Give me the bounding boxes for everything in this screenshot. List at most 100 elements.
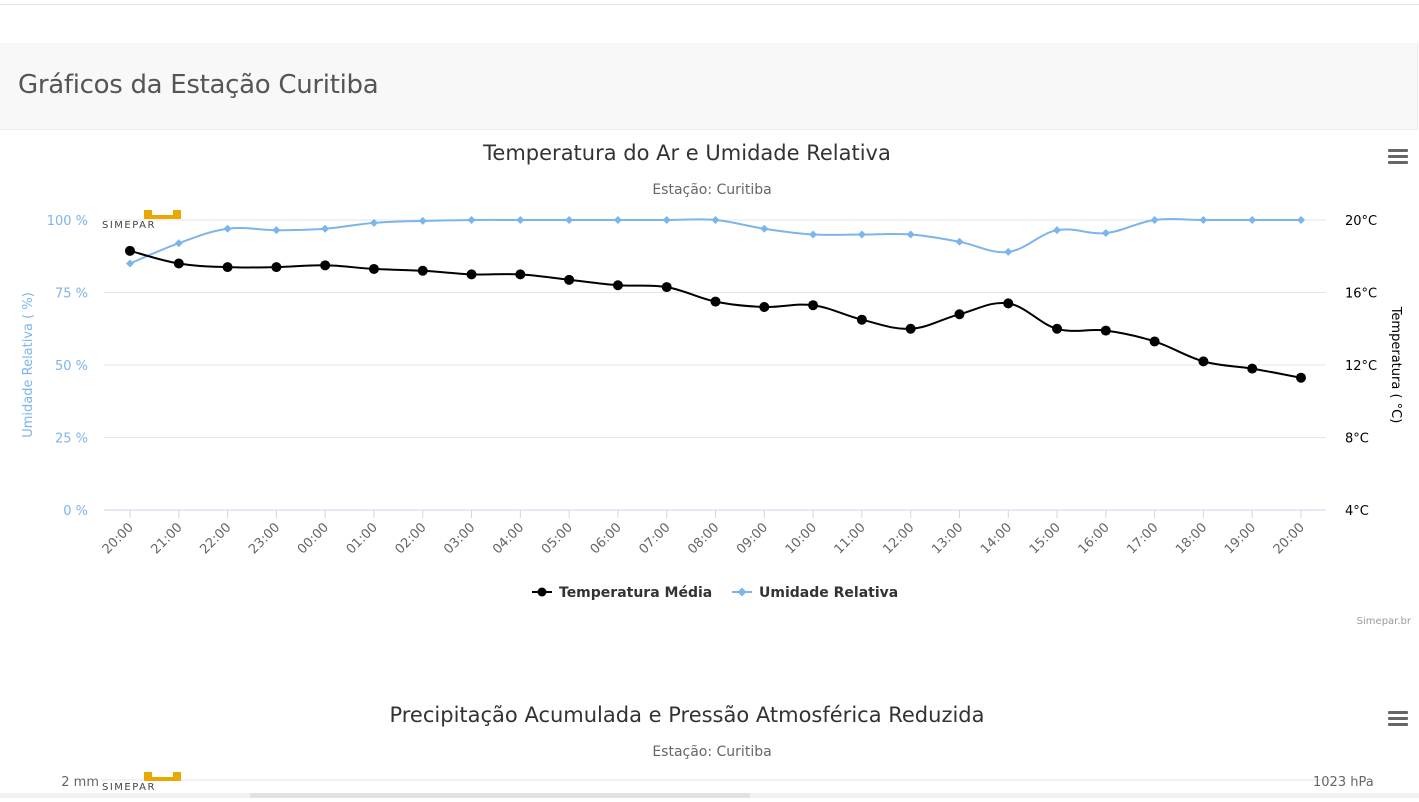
chart-subtitle: Estação: Curitiba xyxy=(652,744,771,760)
legend: Temperatura Média Umidade Relativa xyxy=(532,585,898,601)
temperature-point[interactable] xyxy=(125,245,135,256)
temperature-point[interactable] xyxy=(808,300,819,311)
humidity-point[interactable] xyxy=(1150,216,1159,224)
horizontal-scrollbar[interactable] xyxy=(0,793,1419,798)
chart-title: Precipitação Acumulada e Pressão Atmosfé… xyxy=(389,703,984,727)
humidity-point[interactable] xyxy=(467,216,476,224)
legend-label-umidade: Umidade Relativa xyxy=(759,585,898,601)
temperature-point[interactable] xyxy=(1052,323,1063,334)
page-title: Gráficos da Estação Curitiba xyxy=(18,70,379,100)
x-axis-tick: 04:00 xyxy=(490,520,527,557)
temperature-point[interactable] xyxy=(905,323,916,334)
humidity-point[interactable] xyxy=(955,237,964,246)
precipitation-pressure-chart: Precipitação Acumulada e Pressão Atmosfé… xyxy=(0,692,1419,798)
humidity-point[interactable] xyxy=(906,230,915,239)
temperature-point[interactable] xyxy=(368,263,379,274)
x-axis-tick: 21:00 xyxy=(149,520,186,557)
humidity-point[interactable] xyxy=(1248,216,1257,224)
left-axis-labels: 0 % 25 % 50 % 75 % 100 % xyxy=(47,214,88,519)
x-axis-tick: 03:00 xyxy=(441,520,478,557)
legend-item-umidade[interactable]: Umidade Relativa xyxy=(732,585,898,601)
x-axis-tick: 09:00 xyxy=(734,520,771,557)
chart-svg-2: Precipitação Acumulada e Pressão Atmosfé… xyxy=(61,703,1412,793)
left-axis-title: Umidade Relativa ( %) xyxy=(21,292,36,438)
temperature-point[interactable] xyxy=(1247,363,1258,374)
humidity-point[interactable] xyxy=(760,224,769,233)
temperature-point[interactable] xyxy=(661,282,672,293)
temperature-point[interactable] xyxy=(271,262,282,273)
humidity-point[interactable] xyxy=(1199,216,1208,224)
humidity-point[interactable] xyxy=(126,259,134,268)
page-header: Gráficos da Estação Curitiba xyxy=(0,43,1418,130)
humidity-point[interactable] xyxy=(711,216,720,224)
temperature-point[interactable] xyxy=(759,302,770,312)
x-axis-tick: 01:00 xyxy=(344,520,381,557)
scrollbar-thumb[interactable] xyxy=(250,793,750,798)
right-axis-tick: 12°C xyxy=(1345,359,1377,374)
x-axis-tick: 13:00 xyxy=(929,520,966,557)
gridlines xyxy=(104,219,1326,511)
humidity-point[interactable] xyxy=(662,216,671,224)
x-axis-tick: 11:00 xyxy=(832,520,869,557)
chart-svg: Temperatura do Ar e Umidade Relativa Est… xyxy=(21,141,1412,627)
series-temperatura xyxy=(125,245,1306,383)
chart-credits[interactable]: Simepar.br xyxy=(1357,616,1412,627)
humidity-point[interactable] xyxy=(613,216,622,224)
humidity-point[interactable] xyxy=(418,216,427,225)
simepar-logo: SIMEPAR xyxy=(102,772,181,793)
temperature-point[interactable] xyxy=(1003,298,1014,309)
humidity-point[interactable] xyxy=(565,216,574,224)
temperature-point[interactable] xyxy=(710,296,721,307)
legend-marker-circle xyxy=(537,587,547,597)
temperature-point[interactable] xyxy=(856,314,867,325)
humidity-point[interactable] xyxy=(857,230,866,239)
hamburger-menu-icon[interactable] xyxy=(1384,709,1412,729)
logo-text: SIMEPAR xyxy=(102,782,156,793)
x-axis-tick: 05:00 xyxy=(539,520,576,557)
temperature-point[interactable] xyxy=(222,262,233,273)
humidity-point[interactable] xyxy=(174,239,183,248)
humidity-point[interactable] xyxy=(321,224,330,233)
left-axis-tick: 50 % xyxy=(55,359,88,374)
humidity-point[interactable] xyxy=(223,224,232,233)
series-group xyxy=(125,216,1306,383)
x-axis-tick: 15:00 xyxy=(1027,520,1064,557)
temperature-point[interactable] xyxy=(612,280,623,291)
right-axis-labels: 4°C 8°C 12°C 16°C 20°C xyxy=(1345,214,1377,519)
temperature-point[interactable] xyxy=(564,274,575,285)
temperature-point[interactable] xyxy=(515,269,526,280)
x-axis-tick: 06:00 xyxy=(588,520,625,557)
temperature-point[interactable] xyxy=(954,309,965,320)
x-axis-tick: 14:00 xyxy=(978,520,1015,557)
humidity-point[interactable] xyxy=(809,230,818,239)
chart-subtitle: Estação: Curitiba xyxy=(652,182,771,198)
temperature-point[interactable] xyxy=(466,269,477,280)
temperature-point[interactable] xyxy=(1100,325,1111,336)
temperature-point[interactable] xyxy=(320,260,331,271)
x-axis-tick: 18:00 xyxy=(1173,520,1210,557)
x-axis-tick: 19:00 xyxy=(1222,520,1259,557)
legend-item-temperatura[interactable]: Temperatura Média xyxy=(532,585,712,601)
temperature-point[interactable] xyxy=(1198,356,1209,367)
temperature-point[interactable] xyxy=(417,265,428,276)
humidity-point[interactable] xyxy=(516,216,525,224)
humidity-point[interactable] xyxy=(369,218,378,227)
right-axis-tick: 1023 hPa xyxy=(1313,775,1374,790)
humidity-point[interactable] xyxy=(1004,247,1013,256)
legend-label-temperatura: Temperatura Média xyxy=(559,585,712,601)
x-axis-tick: 16:00 xyxy=(1076,520,1113,557)
hamburger-menu-icon[interactable] xyxy=(1384,147,1412,167)
temperature-humidity-chart: Temperatura do Ar e Umidade Relativa Est… xyxy=(0,130,1419,640)
right-axis-title: Temperatura ( °C) xyxy=(1388,306,1403,424)
humidity-point[interactable] xyxy=(1053,226,1062,235)
x-axis-tick: 17:00 xyxy=(1124,520,1161,557)
x-axis-tick: 20:00 xyxy=(1271,520,1308,557)
humidity-point[interactable] xyxy=(272,226,281,235)
temperature-point[interactable] xyxy=(1149,336,1160,347)
temperature-point[interactable] xyxy=(173,258,184,269)
humidity-point[interactable] xyxy=(1297,216,1305,224)
humidity-point[interactable] xyxy=(1101,229,1110,238)
temperature-point[interactable] xyxy=(1296,372,1306,383)
right-axis-tick: 20°C xyxy=(1345,214,1377,229)
legend-marker-diamond xyxy=(737,587,747,597)
